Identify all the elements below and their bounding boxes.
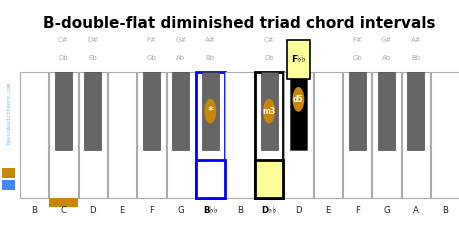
Bar [289,72,306,150]
Bar [377,72,394,150]
Text: A#: A# [205,38,215,43]
Bar [49,72,78,198]
Text: A: A [412,206,418,215]
Text: F#: F# [352,38,361,43]
Bar [196,160,224,198]
Text: *: * [207,106,213,116]
Text: F♭♭: F♭♭ [291,55,305,64]
Text: B-double-flat diminished triad chord intervals: B-double-flat diminished triad chord int… [43,16,435,31]
Bar [172,72,189,150]
Bar [254,160,283,198]
Text: G#: G# [380,38,392,43]
Ellipse shape [204,99,216,124]
Text: Bb: Bb [205,56,214,61]
Text: C: C [60,206,66,215]
Bar [254,72,283,198]
Bar [55,72,72,150]
Bar [166,72,195,198]
Bar [313,72,341,198]
Bar [407,72,424,150]
Bar [342,72,370,198]
Bar [286,40,309,79]
Bar [20,72,48,198]
Bar [196,72,224,198]
Text: C#: C# [58,38,68,43]
Text: D: D [295,206,301,215]
Text: D♭♭: D♭♭ [261,206,276,215]
Text: B: B [31,206,37,215]
Text: Gb: Gb [146,56,156,61]
Bar [108,72,136,198]
Bar [430,72,459,198]
Bar [348,72,365,150]
Bar [202,72,218,150]
Bar [49,198,78,207]
Bar [137,72,165,198]
Text: Ab: Ab [381,56,390,61]
Bar [2,168,15,178]
Bar [371,72,400,198]
Text: Ab: Ab [176,56,185,61]
Text: F: F [354,206,359,215]
Text: B: B [442,206,448,215]
Text: m3: m3 [262,107,275,116]
Text: Db: Db [263,56,273,61]
Text: D: D [89,206,96,215]
Text: G: G [177,206,184,215]
Text: E: E [325,206,330,215]
Ellipse shape [263,99,274,124]
Text: Bb: Bb [410,56,420,61]
Text: Eb: Eb [88,56,97,61]
Text: F: F [149,206,154,215]
Bar [284,72,312,198]
Text: B♭♭: B♭♭ [202,206,217,215]
Bar [84,72,101,150]
Text: Db: Db [58,56,68,61]
Text: B: B [236,206,242,215]
Bar [78,72,107,198]
Text: d5: d5 [292,95,303,104]
Bar [225,72,253,198]
Text: C#: C# [263,38,274,43]
Ellipse shape [292,87,304,112]
Bar [401,72,429,198]
Text: E: E [119,206,125,215]
Text: G#: G# [175,38,186,43]
Text: A#: A# [410,38,420,43]
Text: basicmusictheory.com: basicmusictheory.com [6,81,11,144]
Text: Gb: Gb [352,56,361,61]
Bar [260,72,277,150]
Bar [2,180,15,190]
Text: F#: F# [146,38,156,43]
Text: D#: D# [87,38,98,43]
Bar [143,72,160,150]
Text: G: G [382,206,389,215]
